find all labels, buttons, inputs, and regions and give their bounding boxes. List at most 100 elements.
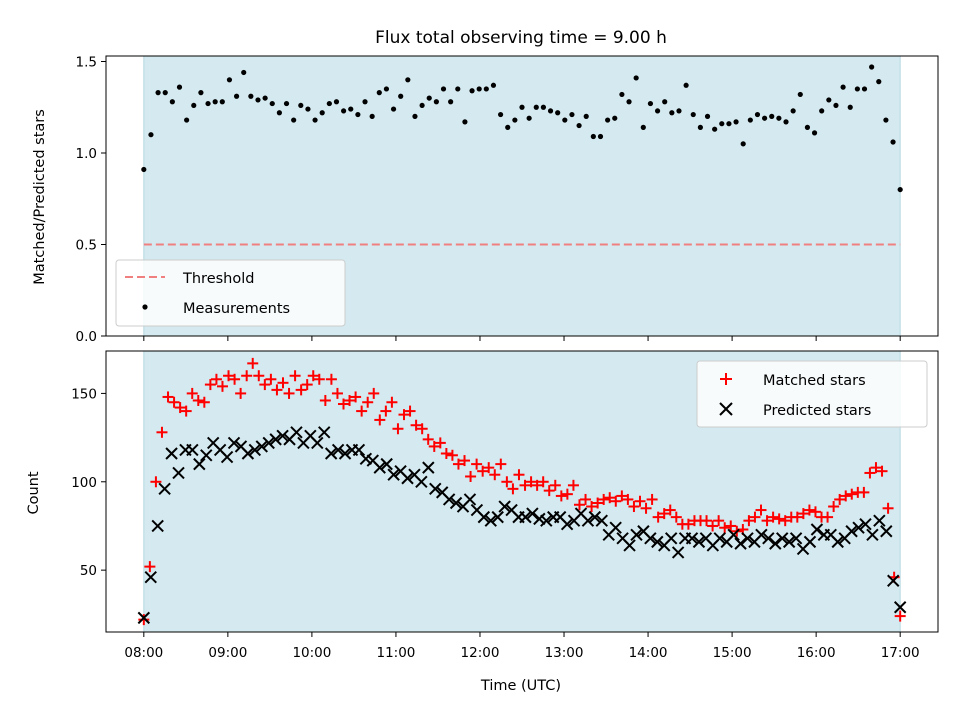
measurement-point bbox=[590, 133, 596, 140]
measurement-point bbox=[198, 90, 204, 96]
matched-star-point bbox=[501, 476, 513, 488]
measurement-point bbox=[854, 86, 860, 92]
ratio-y-tick-label: 1.5 bbox=[76, 54, 97, 70]
ratio-y-axis: 0.0 0.5 1.0 1.5 bbox=[76, 54, 106, 345]
measurement-point bbox=[255, 97, 261, 103]
measurement-point bbox=[676, 108, 682, 114]
count-y-tick-label: 150 bbox=[71, 386, 97, 402]
chart-title: Flux total observing time = 9.00 h bbox=[375, 28, 667, 48]
matched-star-point bbox=[598, 493, 610, 505]
count-y-axis-title: Count bbox=[26, 471, 42, 514]
matched-star-point bbox=[773, 513, 785, 525]
predicted-star-point bbox=[873, 514, 886, 527]
predicted-star-point bbox=[151, 519, 164, 533]
matched-star-point bbox=[519, 479, 531, 491]
matched-star-point bbox=[797, 508, 809, 520]
matched-star-point bbox=[259, 379, 271, 391]
matched-star-point bbox=[610, 495, 622, 507]
predicted-star-point bbox=[595, 514, 609, 527]
measurement-point bbox=[490, 82, 497, 88]
ratio-y-tick-label: 0.0 bbox=[76, 329, 97, 345]
measurement-point bbox=[633, 75, 639, 81]
measurement-point bbox=[312, 117, 318, 123]
matched-star-point bbox=[307, 370, 319, 382]
matched-star-point bbox=[864, 467, 876, 479]
measurement-point bbox=[341, 108, 347, 114]
matched-star-point bbox=[162, 391, 174, 403]
x-tick-label: 15:00 bbox=[713, 645, 752, 661]
measurement-point bbox=[897, 186, 903, 193]
measurement-point bbox=[562, 117, 568, 123]
measurement-point bbox=[248, 93, 254, 99]
predicted-star-point bbox=[887, 574, 900, 587]
matched-legend-swatch bbox=[720, 373, 732, 385]
measurement-point bbox=[811, 130, 818, 136]
matched-star-point bbox=[846, 488, 858, 500]
predicted-star-point bbox=[227, 436, 241, 450]
ratio-y-tick-label: 0.5 bbox=[76, 237, 97, 253]
matched-star-point bbox=[235, 387, 247, 399]
matched-star-point bbox=[459, 455, 471, 467]
ratio-y-axis-title: Matched/Predicted stars bbox=[32, 109, 48, 285]
matched-star-point bbox=[422, 433, 434, 445]
matched-star-point bbox=[513, 469, 525, 481]
matched-star-point bbox=[223, 370, 235, 382]
count-y-tick-label: 100 bbox=[71, 475, 97, 491]
matched-star-point bbox=[894, 610, 906, 622]
predicted-star-point bbox=[442, 493, 456, 506]
ratio-panel: 0.0 0.5 1.0 1.5 Matched/Predicted stars Thr… bbox=[32, 54, 939, 345]
matched-star-point bbox=[573, 499, 585, 511]
predicted-star-point bbox=[651, 535, 664, 549]
measurement-point bbox=[348, 106, 354, 112]
matched-star-point bbox=[247, 357, 259, 369]
matched-star-point bbox=[392, 423, 404, 435]
measurement-point bbox=[433, 99, 439, 105]
matched-star-point bbox=[168, 396, 180, 408]
measurement-point bbox=[597, 133, 604, 140]
ratio-legend-box bbox=[115, 259, 346, 327]
predicted-star-point bbox=[623, 539, 636, 552]
predicted-star-point bbox=[880, 525, 893, 538]
matched-star-point bbox=[549, 479, 561, 491]
matched-star-point bbox=[822, 511, 834, 523]
matched-star-point bbox=[761, 515, 773, 527]
predicted-star-point bbox=[644, 532, 657, 545]
predicted-star-point bbox=[588, 510, 602, 524]
predicted-star-point bbox=[581, 514, 595, 527]
measurement-point bbox=[148, 132, 154, 138]
measurement-point bbox=[219, 99, 225, 105]
measurement-point bbox=[191, 102, 197, 109]
count-legend: Matched stars Predicted stars bbox=[696, 360, 928, 428]
matched-star-point bbox=[803, 504, 815, 516]
matched-star-point bbox=[834, 493, 846, 505]
predicted-star-point bbox=[165, 447, 178, 460]
predicted-star-point bbox=[810, 523, 824, 536]
matched-star-point bbox=[719, 522, 731, 534]
predicted-star-point bbox=[429, 482, 442, 496]
matched-star-point bbox=[138, 614, 150, 626]
matched-star-point bbox=[150, 476, 162, 488]
predicted-star-point bbox=[137, 611, 151, 625]
measurement-point bbox=[419, 102, 425, 109]
measurement-point bbox=[291, 117, 297, 123]
measurement-point bbox=[669, 110, 675, 116]
matched-star-point bbox=[537, 476, 549, 488]
measurement-point bbox=[169, 99, 175, 105]
measurement-point bbox=[512, 117, 518, 123]
measurement-point bbox=[605, 117, 611, 123]
matched-star-point bbox=[144, 561, 156, 573]
predicted-star-point bbox=[692, 535, 706, 549]
predicted-star-point bbox=[526, 507, 539, 520]
measurement-point bbox=[626, 99, 632, 105]
measurement-point bbox=[462, 119, 468, 125]
predicted-star-point bbox=[852, 521, 865, 534]
measurement-point bbox=[876, 79, 882, 85]
measurement-point bbox=[155, 90, 161, 96]
matched-star-point bbox=[483, 462, 495, 474]
measurement-point bbox=[619, 91, 625, 98]
matched-star-point bbox=[253, 370, 265, 382]
matched-star-point bbox=[882, 502, 894, 514]
predicted-star-point bbox=[734, 537, 747, 550]
x-tick-label: 17:00 bbox=[881, 645, 920, 661]
matched-star-point bbox=[543, 485, 555, 497]
